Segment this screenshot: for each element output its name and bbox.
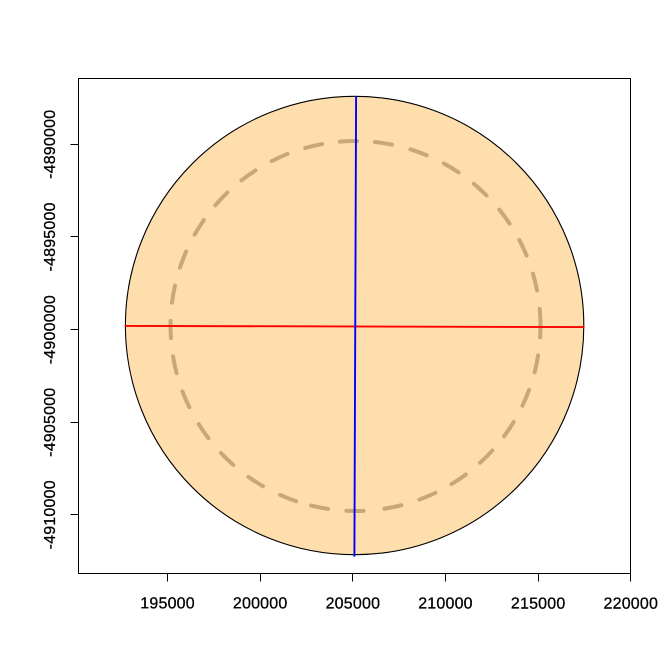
svg-text:-4905000: -4905000 <box>42 388 59 457</box>
svg-text:200000: 200000 <box>233 595 288 612</box>
svg-text:220000: 220000 <box>603 596 658 613</box>
svg-text:-4910000: -4910000 <box>42 480 59 549</box>
svg-text:215000: 215000 <box>511 596 566 613</box>
svg-text:210000: 210000 <box>418 596 473 613</box>
svg-text:-4890000: -4890000 <box>42 110 59 179</box>
svg-text:-4895000: -4895000 <box>42 202 59 271</box>
svg-text:-4900000: -4900000 <box>42 295 59 364</box>
svg-text:195000: 195000 <box>140 595 195 612</box>
svg-text:205000: 205000 <box>326 595 381 612</box>
